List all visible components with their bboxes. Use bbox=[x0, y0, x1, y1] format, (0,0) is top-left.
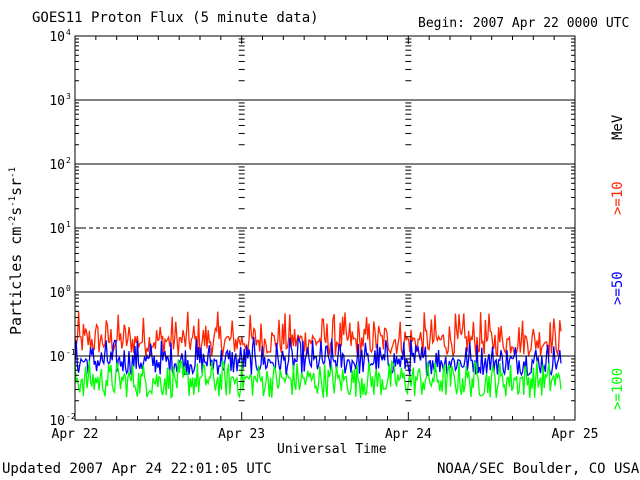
x-axis-label: Universal Time bbox=[277, 442, 387, 457]
plot-frame bbox=[74, 35, 576, 421]
x-tick-label: Apr 24 bbox=[385, 427, 432, 442]
updated-timestamp: Updated 2007 Apr 24 22:01:05 UTC bbox=[2, 461, 272, 477]
unit-label: MeV bbox=[610, 114, 626, 140]
y-tick-label: 10 bbox=[49, 222, 65, 237]
credit-label: NOAA/SEC Boulder, CO USA bbox=[437, 461, 640, 477]
y-tick-label: 10 bbox=[49, 94, 65, 109]
x-tick-label: Apr 22 bbox=[52, 427, 99, 442]
y-tick-label: 10 bbox=[49, 30, 65, 45]
legend-label: >=100 bbox=[610, 368, 626, 410]
y-tick-exponent: 3 bbox=[66, 92, 71, 101]
y-tick-exponent: 4 bbox=[66, 28, 71, 37]
y-tick-exponent: -2 bbox=[66, 412, 76, 421]
y-tick-exponent: 2 bbox=[66, 156, 71, 165]
x-tick-label: Apr 25 bbox=[552, 427, 599, 442]
x-tick-label: Apr 23 bbox=[218, 427, 265, 442]
y-tick-label: 10 bbox=[49, 414, 65, 429]
series-line bbox=[74, 311, 562, 357]
y-tick-label: 10 bbox=[49, 286, 65, 301]
y-tick-exponent: -1 bbox=[66, 348, 76, 357]
y-tick-label: 10 bbox=[49, 158, 65, 173]
y-tick-exponent: 0 bbox=[66, 284, 71, 293]
chart-title: GOES11 Proton Flux (5 minute data) bbox=[32, 10, 319, 26]
series-line bbox=[74, 335, 562, 377]
legend-label: >=10 bbox=[610, 181, 626, 215]
begin-date: Begin: 2007 Apr 22 0000 UTC bbox=[418, 16, 630, 31]
legend-label: >=50 bbox=[610, 271, 626, 305]
series-line bbox=[74, 359, 562, 400]
y-tick-label: 10 bbox=[49, 350, 65, 365]
y-axis-label: Particles cm-2s-1sr-1 bbox=[7, 167, 25, 335]
y-tick-exponent: 1 bbox=[66, 220, 71, 229]
